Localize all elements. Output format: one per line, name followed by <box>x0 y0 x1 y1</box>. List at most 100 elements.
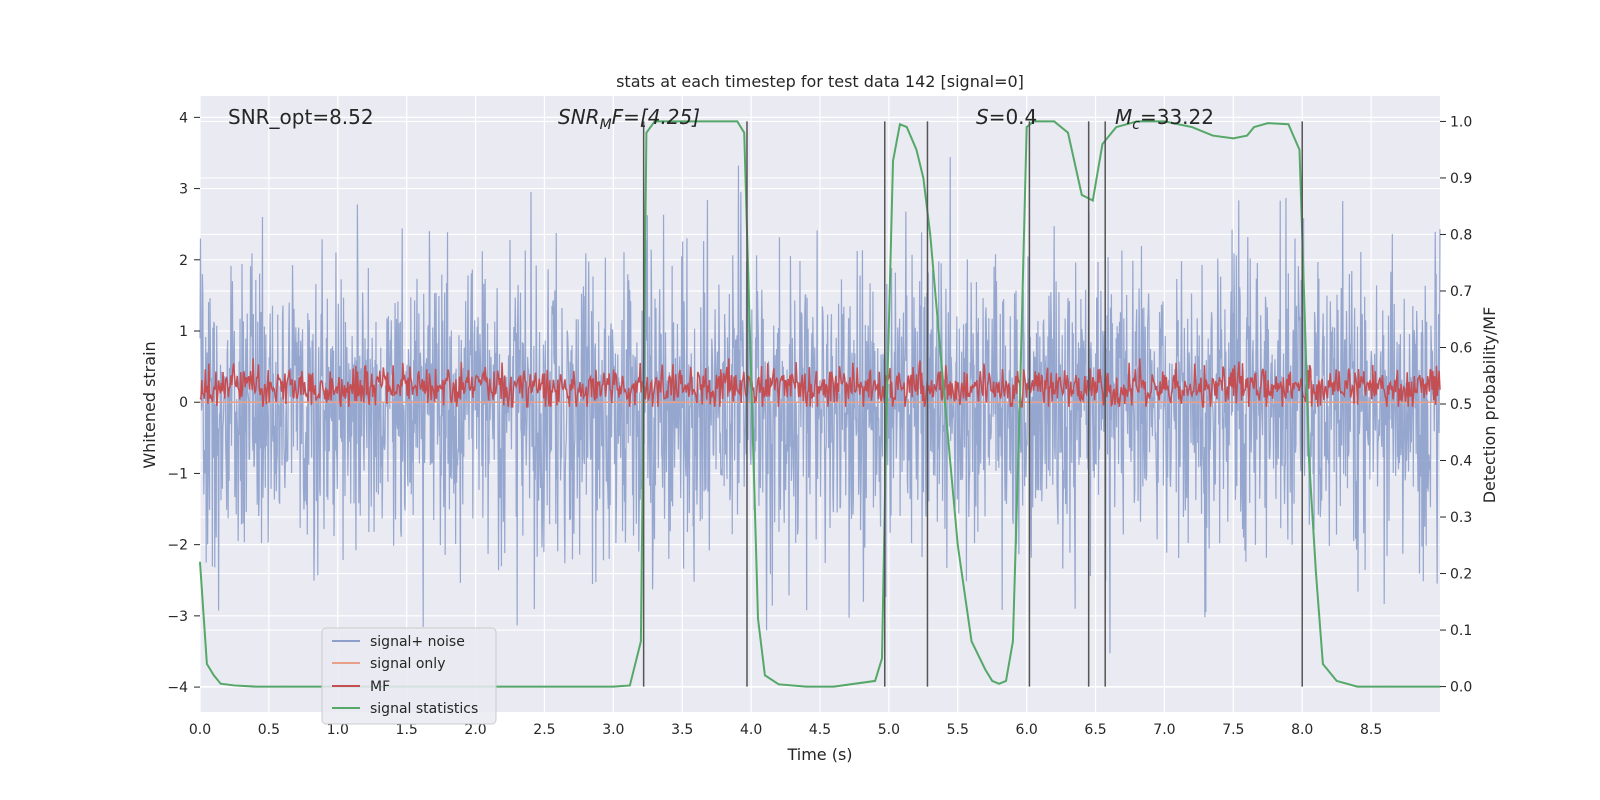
signal-statistics-point-40 <box>1018 403 1021 405</box>
y-right-tick-label-3: 0.3 <box>1450 510 1472 526</box>
signal-statistics-point-59 <box>1298 148 1301 151</box>
signal-statistics-point-19 <box>764 674 766 677</box>
y-left-tick-label-4: 0 <box>179 395 188 411</box>
signal-statistics-point-46 <box>1080 194 1083 196</box>
x-tick-label-5: 2.5 <box>533 722 555 738</box>
signal-statistics-point-36 <box>991 680 994 682</box>
x-tick-label-12: 6.0 <box>1016 722 1038 738</box>
vertical-lines <box>642 121 1303 687</box>
signal-statistics-point-41 <box>1025 126 1028 128</box>
x-tick-label-3: 1.5 <box>396 722 418 738</box>
x-tick-label-10: 5.0 <box>878 722 900 738</box>
signal-statistics-point-3 <box>219 682 222 685</box>
signal-statistics-point-0 <box>199 561 201 564</box>
x-tick-label-11: 5.5 <box>947 722 969 738</box>
snr-mf-sub: M <box>600 117 612 133</box>
mc-main: M <box>1115 105 1132 129</box>
signal-statistics-point-51 <box>1163 120 1166 123</box>
plot-area <box>199 120 1441 688</box>
signal-statistics-point-13 <box>653 120 656 123</box>
x-tick-label-0: 0.0 <box>189 722 211 738</box>
signal-statistics-point-9 <box>612 685 615 688</box>
signal-statistics-point-32 <box>943 391 945 394</box>
y-right-tick-label-9: 0.9 <box>1450 171 1472 187</box>
annotation-mc: Mc=33.22 <box>1115 105 1214 133</box>
signal-statistics-point-12 <box>645 131 648 134</box>
signal-statistics-point-31 <box>929 233 932 236</box>
signal-statistics-point-18 <box>757 617 759 620</box>
annotation-snr-opt: SNR_opt=8.52 <box>228 105 374 129</box>
signal-statistics-point-33 <box>956 544 959 547</box>
signal-statistics-point-47 <box>1092 199 1094 202</box>
signal-statistics-point-62 <box>1315 572 1317 575</box>
legend-box <box>321 627 497 725</box>
y-left-tick-label-8: 4 <box>179 110 188 126</box>
y-left-tick-label-1: −3 <box>167 609 188 625</box>
x-axis: 0.0 0.5 1.0 1.5 2.0 2.5 3.0 3.5 4.0 4.5 5.0 5.5 6.0 6… <box>189 722 1382 738</box>
y-right-tick-label-4: 0.4 <box>1450 454 1472 470</box>
signal-statistics-point-54 <box>1232 137 1235 140</box>
signal-statistics-point-39 <box>1012 640 1014 643</box>
signal-statistics-point-56 <box>1253 126 1255 128</box>
signal-statistics-point-20 <box>777 683 780 686</box>
x-tick-label-1: 0.5 <box>258 722 280 738</box>
signal-statistics-point-37 <box>998 682 1000 685</box>
signal-statistics-point-45 <box>1067 131 1069 134</box>
snr-mf-main: SNR <box>558 105 600 129</box>
signal-statistics-point-57 <box>1266 122 1269 124</box>
signal-statistics-point-34 <box>970 640 973 643</box>
s-tail: =0.4 <box>989 105 1038 129</box>
s-main: S <box>976 105 989 129</box>
signal-statistics-point-24 <box>881 657 883 660</box>
signal-statistics-point-10 <box>629 684 631 687</box>
signal-statistics-point-52 <box>1191 126 1193 128</box>
y-left-tick-label-3: −1 <box>167 466 188 482</box>
x-tick-label-2: 1.0 <box>327 722 349 738</box>
x-tick-label-16: 8.0 <box>1291 722 1313 738</box>
annotation-snr-mf: SNRMF=[4.25] <box>558 105 700 133</box>
legend-label-signal-noise: signal+ noise <box>370 634 465 650</box>
signal-statistics-point-5 <box>254 685 256 688</box>
signal-statistics-point-16 <box>743 131 746 134</box>
signal-statistics-point-64 <box>1335 680 1338 682</box>
legend: signal+ noise signal only MF signal stat… <box>321 627 497 725</box>
y-axis-left: −4 −3 −2 −1 0 1 2 3 4 <box>167 110 200 696</box>
annotation-s: S=0.4 <box>976 105 1037 129</box>
signal-statistics-point-49 <box>1115 126 1118 128</box>
signal-statistics-point-28 <box>906 126 908 128</box>
signal-statistics-point-17 <box>750 374 752 377</box>
signal-statistics-point-22 <box>832 685 835 688</box>
signal-statistics-point-38 <box>1005 680 1007 682</box>
signal-statistics-point-30 <box>922 177 925 179</box>
signal-statistics-point-15 <box>736 120 739 123</box>
x-tick-label-4: 2.0 <box>464 722 486 738</box>
x-tick-label-6: 3.0 <box>602 722 624 738</box>
signal-statistics-point-27 <box>899 123 901 126</box>
x-tick-label-7: 3.5 <box>671 722 693 738</box>
signal-statistics-point-43 <box>1039 120 1042 123</box>
y-right-tick-label-2: 0.2 <box>1450 567 1472 583</box>
signal-statistics-point-23 <box>874 680 876 682</box>
x-tick-label-14: 7.0 <box>1153 722 1175 738</box>
y-left-tick-label-6: 2 <box>179 253 188 269</box>
signal-statistics-point-63 <box>1322 663 1324 665</box>
signal-statistics-point-66 <box>1384 685 1386 688</box>
signal-statistics-point-48 <box>1101 143 1104 145</box>
y-right-tick-label-1: 0.1 <box>1450 623 1472 639</box>
series-signal-statistics-line <box>199 120 1440 688</box>
y-right-tick-label-6: 0.6 <box>1450 340 1472 356</box>
signal-statistics-point-1 <box>206 663 208 665</box>
signal-statistics-point-4 <box>233 684 236 687</box>
signal-statistics-point-61 <box>1308 459 1310 462</box>
y-left-tick-label-2: −2 <box>167 538 188 554</box>
signal-statistics-point-53 <box>1211 134 1214 137</box>
y-axis-right-label: Detection probability/MF <box>1480 307 1499 504</box>
signal-statistics-point-21 <box>805 685 808 688</box>
signal-statistics-point-29 <box>915 148 918 151</box>
signal-statistics-point-25 <box>885 431 887 434</box>
signal-statistics-point-2 <box>212 674 215 677</box>
signal-statistics-point-26 <box>892 160 894 162</box>
signal-statistics-point-11 <box>640 640 642 643</box>
y-right-tick-label-5: 0.5 <box>1450 397 1472 413</box>
